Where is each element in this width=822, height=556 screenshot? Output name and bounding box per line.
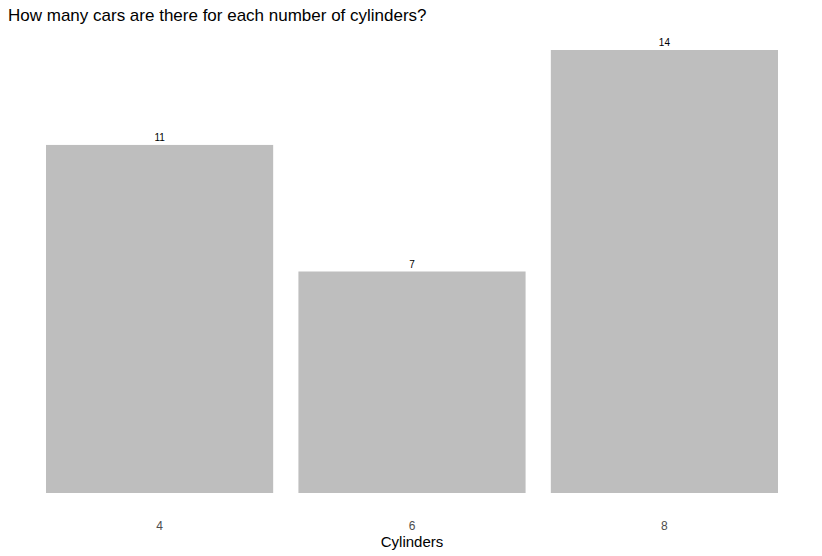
x-tick: 6	[409, 493, 416, 533]
x-axis: 4 6 8	[47, 493, 779, 533]
x-tick-label: 4	[156, 519, 163, 533]
bar	[46, 145, 273, 493]
x-tick: 8	[661, 493, 668, 533]
title: How many cars are there for each number …	[8, 6, 427, 25]
bar	[298, 272, 525, 494]
data-label: 14	[659, 37, 671, 48]
x-tick-label: 8	[661, 519, 668, 533]
x-axis-line	[47, 493, 779, 494]
x-axis-title: Cylinders	[381, 533, 444, 550]
plot-area: 11 7 14 4 6 8	[46, 37, 779, 533]
data-labels: 11 7 14	[154, 37, 670, 270]
chart: How many cars are there for each number …	[0, 0, 822, 556]
data-label: 11	[154, 132, 165, 143]
bars	[46, 50, 778, 493]
x-tick-label: 6	[409, 519, 416, 533]
data-label: 7	[409, 259, 415, 270]
x-tick: 4	[156, 493, 163, 533]
bar	[551, 50, 778, 493]
